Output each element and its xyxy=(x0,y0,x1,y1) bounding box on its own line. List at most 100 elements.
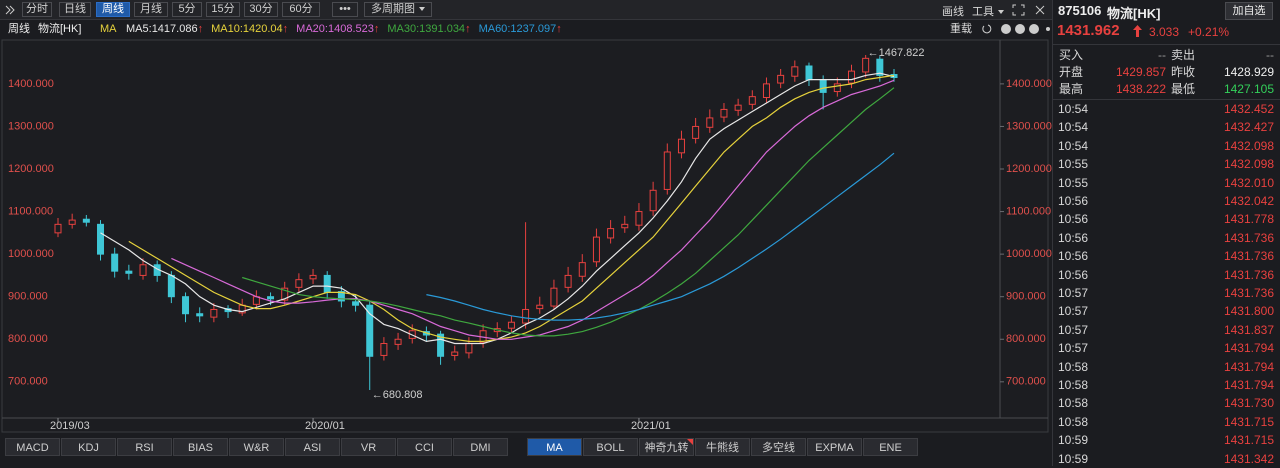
multi-period[interactable]: 多周期图 xyxy=(364,2,432,17)
y-tick-label-right: 1400.000 xyxy=(1006,78,1052,90)
draw-tool[interactable]: 画线 xyxy=(942,6,964,18)
indicator-tab[interactable]: 多空线 xyxy=(751,438,806,456)
trade-row: 10:56 1431.778 xyxy=(1053,210,1280,228)
reload[interactable]: 重载 xyxy=(950,23,972,35)
candle-body xyxy=(54,223,62,234)
period-tab[interactable]: 60分 xyxy=(282,2,320,17)
ma-line xyxy=(128,74,895,342)
indicator-tab[interactable]: KDJ xyxy=(61,438,116,456)
tools-menu[interactable]: 工具 xyxy=(972,3,1004,19)
candle-body xyxy=(267,296,275,300)
indicator-tab[interactable]: BOLL xyxy=(583,438,638,456)
trade-price: 1432.452 xyxy=(1223,102,1274,116)
candle-body xyxy=(777,74,785,84)
candle-body xyxy=(819,79,827,93)
trade-row: 10:57 1431.736 xyxy=(1053,284,1280,302)
toolbar: 分时 日线 周线 月线 5分 15分 30分 60分 ••• 多周期图 画线 工具 xyxy=(0,0,1052,20)
y-tick-label-right: 800.000 xyxy=(1006,333,1046,345)
trade-price: 1431.837 xyxy=(1223,322,1274,337)
icons xyxy=(1012,4,1045,16)
indicator-tab[interactable]: DMI xyxy=(453,438,508,456)
trade-price: 1431.794 xyxy=(1223,341,1274,356)
ma-legend-name: MA60 xyxy=(478,23,508,35)
indicator-tab[interactable]: MACD xyxy=(5,438,60,456)
candle-body xyxy=(564,274,572,288)
candle-body xyxy=(720,108,728,118)
indicator-tab[interactable]: 牛熊线 xyxy=(695,438,750,456)
legend-period: 周线 xyxy=(8,23,30,35)
ma-legend-item: MA101420.04 xyxy=(211,23,288,35)
trade-row: 10:58 1431.794 xyxy=(1053,358,1280,376)
candle-body xyxy=(437,333,445,357)
candle-body xyxy=(309,274,317,280)
ma-legend-name: MA10 xyxy=(211,23,240,35)
trade-price: 1431.736 xyxy=(1223,286,1274,300)
legend-indicator: MA xyxy=(100,23,117,35)
trade-price: 1431.730 xyxy=(1223,396,1274,411)
trade-time: 10:57 xyxy=(1058,341,1089,356)
indicator-tab[interactable]: VR xyxy=(341,438,396,456)
candle-body xyxy=(663,151,671,190)
indicator-tab[interactable]: MA xyxy=(527,438,582,456)
chart: 700.000 700.000 800.000 800.000 900.000 900.0… xyxy=(1,39,1052,433)
indicator-tab[interactable]: RSI xyxy=(117,438,172,456)
ma-legend-item: MA201408.523 xyxy=(296,23,379,35)
quote-row: 开盘 1429.857 昨收 1428.929 xyxy=(1053,64,1280,81)
candle-body xyxy=(507,321,515,329)
collapse-icon[interactable] xyxy=(5,5,15,15)
period-tab[interactable]: 15分 xyxy=(206,2,240,17)
trade-price: 1431.715 xyxy=(1223,433,1274,448)
y-tick-label: 1300.000 xyxy=(8,120,54,132)
more-button[interactable]: ••• xyxy=(332,2,358,17)
quote-label: 开盘 xyxy=(1059,65,1084,79)
y-tick-label-right: 1300.000 xyxy=(1006,120,1052,132)
period-tab[interactable]: 周线 xyxy=(96,2,130,17)
quote-label: 最高 xyxy=(1059,82,1084,96)
indicator-tab[interactable]: W&R xyxy=(229,438,284,456)
x-tick-label: 2020/01 xyxy=(305,420,345,432)
trade-time: 10:54 xyxy=(1058,102,1089,116)
quote-label: 最低 xyxy=(1171,82,1196,96)
trade-row: 10:57 1431.794 xyxy=(1053,339,1280,357)
candle-body xyxy=(734,104,742,111)
indicator-tab[interactable]: ASI xyxy=(285,438,340,456)
candle-body xyxy=(692,125,700,139)
y-tick-label-right: 700.000 xyxy=(1006,376,1046,388)
period-tab[interactable]: 5分 xyxy=(172,2,202,17)
candle-body xyxy=(791,66,799,77)
trade-row: 10:54 1432.427 xyxy=(1053,118,1280,136)
y-tick-label-right: 1000.000 xyxy=(1006,248,1052,260)
indicator-tab[interactable]: ENE xyxy=(863,438,918,456)
trade-row: 10:56 1431.736 xyxy=(1053,247,1280,265)
indicator-tab[interactable]: 神奇九转 xyxy=(639,438,694,456)
y-tick-label: 1400.000 xyxy=(8,78,54,90)
ma-legend-name: MA30 xyxy=(387,23,417,35)
trade-price: 1431.715 xyxy=(1223,414,1274,429)
period-tab[interactable]: 日线 xyxy=(59,2,91,17)
add-watchlist[interactable]: 加自选 xyxy=(1225,2,1273,20)
candle-body xyxy=(167,274,175,298)
legend-symbol: 物流[HK] xyxy=(38,23,82,35)
candle-body xyxy=(182,296,190,315)
trade-row: 10:56 1431.736 xyxy=(1053,266,1280,284)
period-tab[interactable]: 30分 xyxy=(244,2,278,17)
legend-row: 周线 物流[HK] MA MA51417.086MA101420.04MA201… xyxy=(0,20,1052,38)
candle-body xyxy=(876,58,884,76)
quote-label: 昨收 xyxy=(1171,65,1196,79)
trade-time: 10:57 xyxy=(1058,322,1089,337)
y-tick-label: 900.000 xyxy=(8,291,48,303)
candle-body xyxy=(451,351,459,356)
period-tab[interactable]: 分时 xyxy=(22,2,52,17)
indicator-tab[interactable]: CCI xyxy=(397,438,452,456)
period-tab[interactable]: 月线 xyxy=(134,2,168,17)
candle-body xyxy=(677,138,685,154)
indicator-tab[interactable]: EXPMA xyxy=(807,438,862,456)
indicator-tab[interactable]: BIAS xyxy=(173,438,228,456)
candle-body xyxy=(592,236,600,263)
candle-body xyxy=(748,96,756,105)
trade-row: 10:55 1432.010 xyxy=(1053,174,1280,192)
trade-time: 10:57 xyxy=(1058,286,1089,300)
trade-row: 10:57 1431.837 xyxy=(1053,321,1280,339)
trade-price: 1431.794 xyxy=(1223,359,1274,374)
ma-line xyxy=(242,87,895,337)
